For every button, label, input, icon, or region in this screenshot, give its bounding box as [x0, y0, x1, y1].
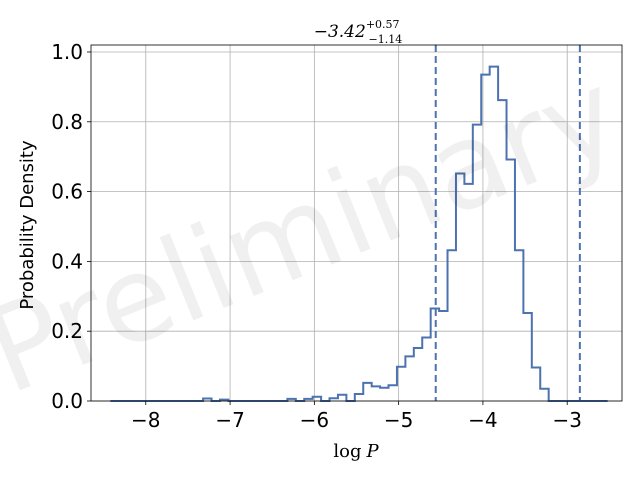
x-tick-label: −5: [384, 408, 413, 432]
y-axis-label: Probability Density: [17, 140, 38, 310]
x-tick-label: −7: [215, 408, 244, 432]
watermark: Preliminary: [0, 43, 637, 421]
x-tick-label: −8: [131, 408, 160, 432]
title-sup: +0.57: [366, 18, 400, 31]
y-tick-label: 0.8: [51, 110, 83, 134]
y-tick-label: 0.6: [51, 180, 83, 204]
y-tick-label: 1.0: [51, 40, 83, 64]
title-sub: −1.14: [369, 33, 403, 46]
title-value: −3.42: [314, 22, 366, 42]
chart-title: −3.42+0.57 −1.14: [314, 18, 403, 46]
x-tick-label: −6: [300, 408, 329, 432]
x-axis-label: log P: [333, 441, 379, 462]
y-tick-label: 0.4: [51, 249, 83, 273]
credible-interval-lines: [434, 45, 581, 401]
histogram-step-line: [110, 65, 608, 402]
x-tick-label: −4: [468, 408, 497, 432]
histogram: [110, 65, 608, 402]
x-tick-label: −3: [552, 408, 581, 432]
x-axis-label-var: P: [366, 441, 380, 462]
x-axis-ticks: −8 −7 −6 −5 −4 −3: [131, 401, 582, 432]
y-tick-label: 0.2: [51, 319, 83, 343]
y-tick-label: 0.0: [51, 389, 83, 413]
x-axis-label-prefix: log: [333, 441, 361, 462]
plot-frame: [90, 44, 623, 402]
y-axis-ticks: 0.0 0.2 0.4 0.6 0.8 1.0: [51, 40, 91, 413]
